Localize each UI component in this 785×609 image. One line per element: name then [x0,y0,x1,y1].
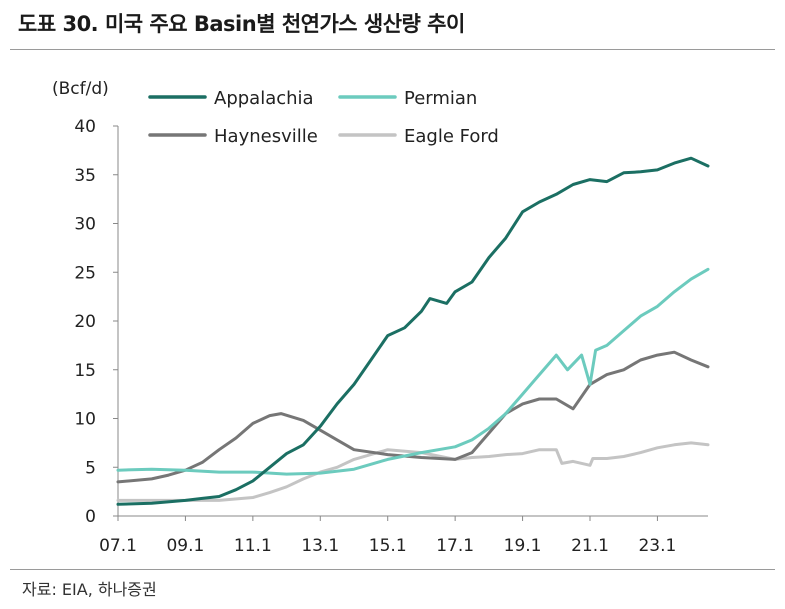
x-tick-label: 23.1 [638,536,676,556]
y-tick-label: 40 [74,117,96,137]
x-tick-label: 07.1 [99,536,137,556]
series-layer [116,156,710,506]
x-tick-label: 11.1 [234,536,272,556]
legend-label-haynesville: Haynesville [214,126,318,147]
y-tick-label: 10 [74,410,96,430]
y-tick-label: 30 [74,215,96,235]
y-tick-label: 25 [74,263,96,283]
x-tick-label: 19.1 [504,536,542,556]
y-tick-label: 5 [85,458,96,478]
x-tick-label: 13.1 [301,536,339,556]
legend-label-appalachia: Appalachia [214,88,314,109]
x-tick-label: 21.1 [571,536,609,556]
series-line-haynesville [116,350,710,484]
legend-label-permian: Permian [404,88,477,109]
line-chart: (Bcf/d) 0 5 10 15 20 25 30 35 40 07.1 09.1 11.1 13.1… [52,79,710,556]
y-tick-label: 20 [74,312,96,332]
source-note: 자료: EIA, 하나증권 [22,580,157,599]
chart-title: 도표 30. 미국 주요 Basin별 천연가스 생산량 추이 [18,12,465,36]
legend-label-eagle-ford: Eagle Ford [404,126,499,147]
series-line-permian [116,267,710,476]
title-divider [10,49,775,50]
series-line-eagle-ford [116,441,710,502]
legend: Appalachia Permian Haynesville Eagle Ford [148,88,499,147]
y-axis-unit-label: (Bcf/d) [52,79,109,99]
y-tick-label: 15 [74,361,96,381]
x-tick-label: 17.1 [436,536,474,556]
y-tick-label: 35 [74,166,96,186]
x-tick-label: 15.1 [369,536,407,556]
y-tick-label: 0 [85,507,96,527]
axes: 0 5 10 15 20 25 30 35 40 07.1 09.1 11.1 13.1 15.1 17.1… [74,117,708,556]
x-tick-label: 09.1 [166,536,204,556]
footer-divider [10,569,775,570]
series-line-appalachia [116,156,710,506]
